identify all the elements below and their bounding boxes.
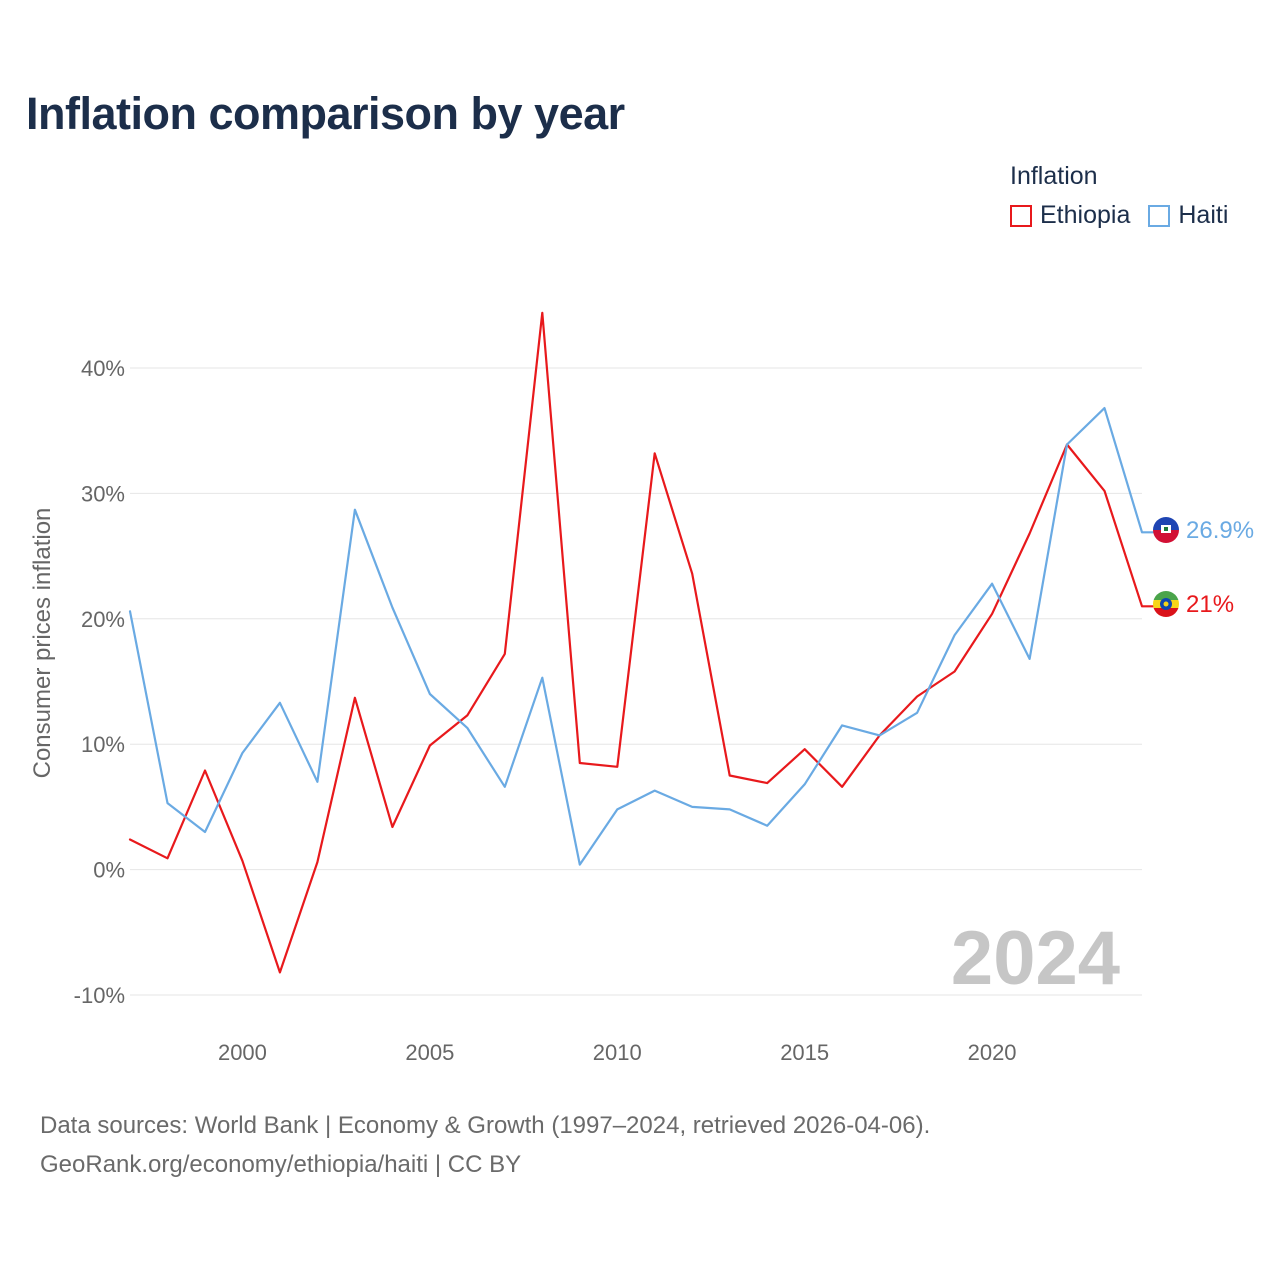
haiti-flag-icon	[1153, 517, 1179, 543]
x-tick-label: 2010	[593, 1040, 642, 1065]
year-watermark: 2024	[951, 916, 1120, 1001]
y-tick-label: -10%	[74, 983, 125, 1008]
x-tick-label: 2005	[405, 1040, 454, 1065]
y-tick-label: 0%	[93, 858, 125, 883]
legend-item-haiti[interactable]: Haiti	[1148, 201, 1228, 230]
ethiopia-flag-icon	[1153, 591, 1179, 617]
legend-swatch-ethiopia	[1010, 204, 1032, 227]
source-line-1: Data sources: World Bank | Economy & Gro…	[40, 1112, 931, 1139]
data-source-note: Data sources: World Bank | Economy & Gro…	[40, 1106, 930, 1184]
legend-item-ethiopia[interactable]: Ethiopia	[1010, 201, 1130, 230]
legend: Inflation Ethiopia Haiti	[1010, 162, 1246, 230]
source-line-2[interactable]: GeoRank.org/economy/ethiopia/haiti | CC …	[40, 1151, 522, 1178]
end-label-haiti: 26.9%	[1186, 517, 1254, 544]
line-chart: -10%0%10%20%30%40% 2000 2005 2010 2015 2020 …	[29, 311, 1254, 1065]
legend-swatch-haiti	[1148, 204, 1171, 227]
legend-title: Inflation	[1010, 162, 1098, 190]
y-axis-title: Consumer prices inflation	[29, 508, 56, 779]
x-tick-label: 2000	[218, 1040, 267, 1065]
y-tick-label: 10%	[81, 732, 125, 757]
legend-label-haiti: Haiti	[1178, 201, 1229, 229]
legend-label-ethiopia: Ethiopia	[1040, 201, 1131, 229]
series-line-haiti[interactable]	[128, 407, 1156, 866]
gridlines	[130, 367, 1142, 996]
y-tick-label: 30%	[81, 481, 125, 506]
y-tick-label: 40%	[81, 356, 125, 381]
chart-title: Inflation comparison by year	[26, 88, 625, 139]
x-tick-labels: 2000 2005 2010 2015 2020	[218, 1040, 1017, 1065]
x-tick-label: 2020	[968, 1040, 1017, 1065]
x-tick-label: 2015	[780, 1040, 829, 1065]
y-tick-labels: -10% 0% 10% 20% 30% 40%	[74, 356, 125, 1008]
end-label-ethiopia: 21%	[1186, 591, 1234, 618]
series-line-ethiopia[interactable]	[128, 311, 1156, 974]
series-lines	[128, 311, 1156, 974]
y-tick-label: 20%	[81, 607, 125, 632]
